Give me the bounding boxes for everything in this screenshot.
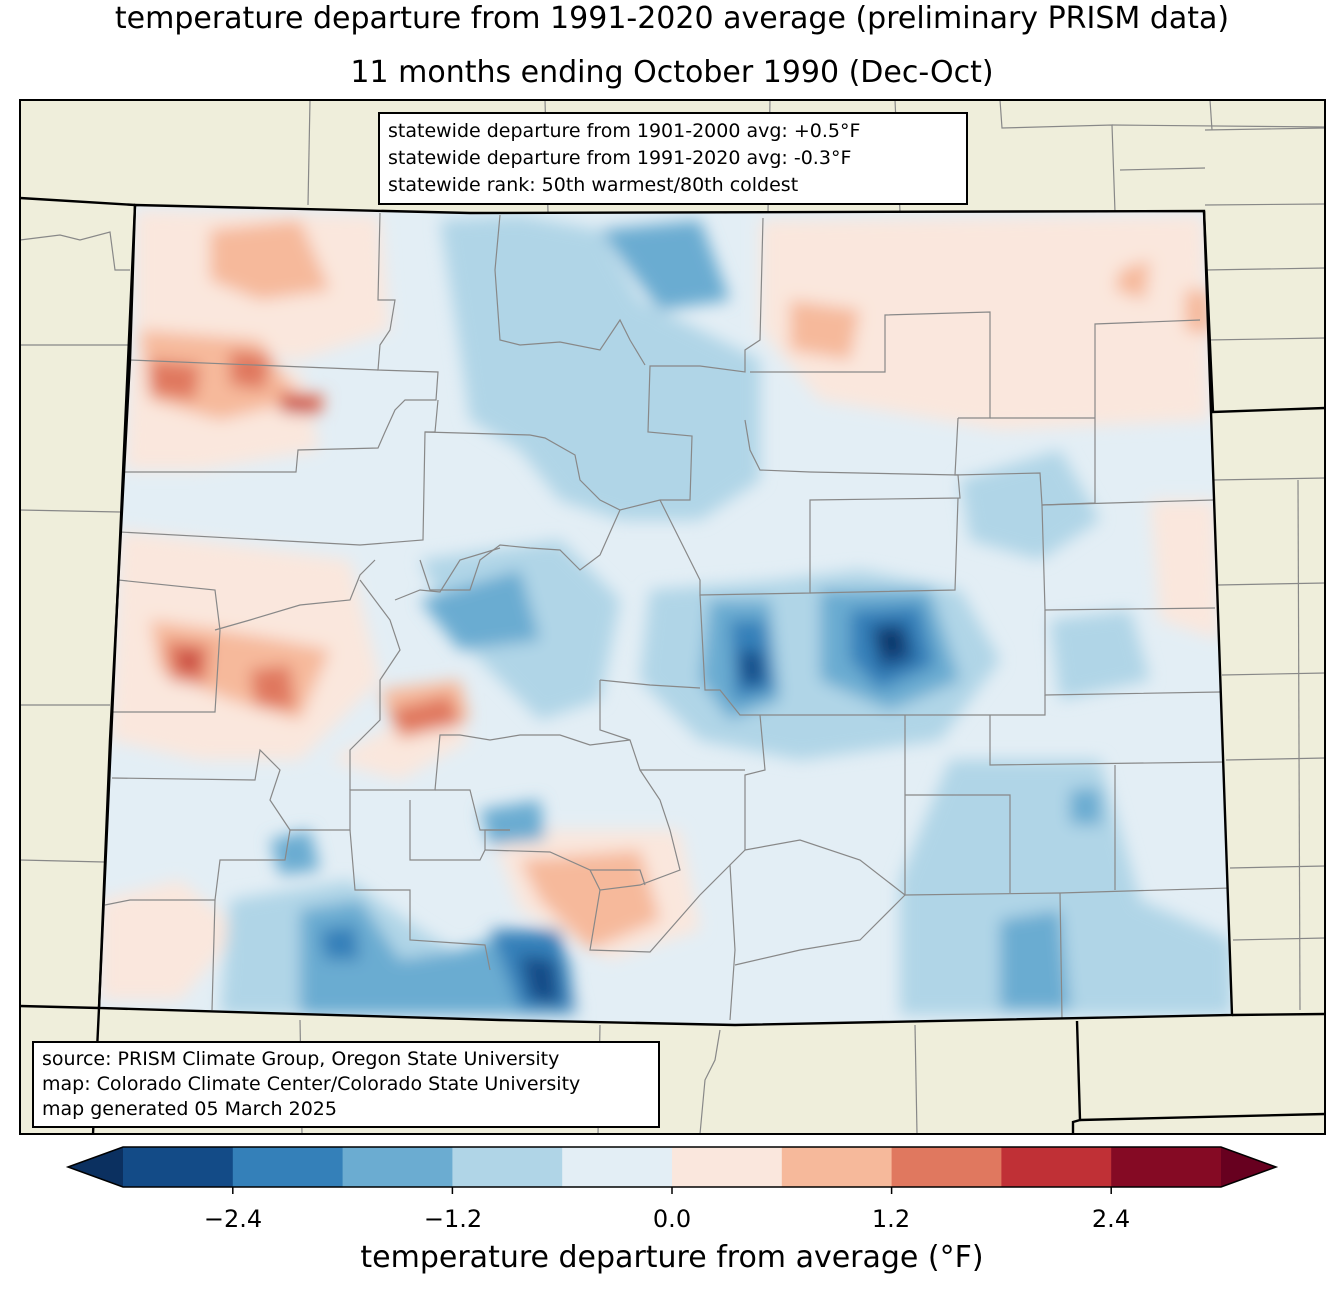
credits-generated: map generated 05 March 2025 [42, 1098, 337, 1120]
map-frame [19, 99, 1326, 1135]
colorado-county-lines [104, 212, 1231, 1021]
colorbar-segment [562, 1147, 673, 1187]
colorbar-segment [781, 1147, 893, 1187]
credits-box: source: PRISM Climate Group, Oregon Stat… [32, 1041, 660, 1128]
colorbar-tick-label: 1.2 [871, 1205, 911, 1233]
colorbar-segment [342, 1147, 453, 1187]
colorbar-tick-label: 2.4 [1091, 1205, 1131, 1233]
colorbar-segment [123, 1147, 234, 1187]
stats-departure-1991-2020: statewide departure from 1991-2020 avg: … [388, 147, 852, 169]
colorbar-over-arrow [1221, 1147, 1276, 1187]
colorbar-label: temperature departure from average (°F) [360, 1240, 984, 1275]
colorbar-tick-label: 0.0 [652, 1205, 692, 1233]
state-borders [19, 196, 1326, 1135]
credits-map: map: Colorado Climate Center/Colorado St… [42, 1073, 581, 1095]
statewide-stats-box: statewide departure from 1901-2000 avg: … [378, 112, 968, 205]
temperature-field [99, 205, 1232, 1025]
colorbar-tick-label: −2.4 [203, 1205, 263, 1233]
credits-source: source: PRISM Climate Group, Oregon Stat… [42, 1048, 560, 1070]
colorbar-tick-label: −1.2 [423, 1205, 483, 1233]
stats-statewide-rank: statewide rank: 50th warmest/80th coldes… [388, 174, 799, 196]
map-title-line-1: temperature departure from 1991-2020 ave… [114, 1, 1230, 36]
colorbar-segment [1111, 1147, 1222, 1187]
colorbar-segment [232, 1147, 344, 1187]
colorbar [65, 1146, 1279, 1194]
colorbar-segment [1001, 1147, 1112, 1187]
colorbar-segment [891, 1147, 1002, 1187]
map-title-line-2: 11 months ending October 1990 (Dec-Oct) [350, 55, 994, 90]
colorbar-under-arrow [68, 1147, 123, 1187]
colorbar-outline [65, 1146, 1279, 1188]
colorbar-segment [672, 1147, 783, 1187]
stats-departure-1901-2000: statewide departure from 1901-2000 avg: … [388, 120, 861, 142]
colorbar-segment [452, 1147, 563, 1187]
colorado-border [97, 203, 1234, 1027]
